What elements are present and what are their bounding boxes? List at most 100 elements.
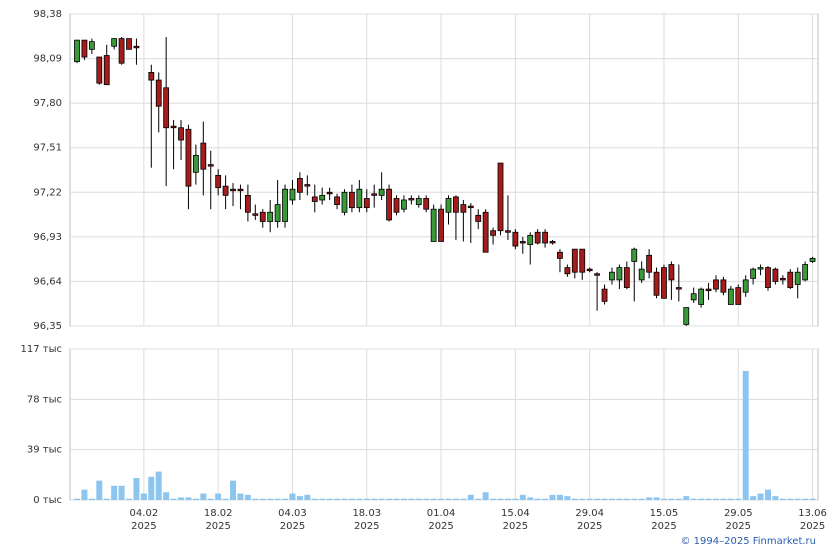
y-tick-label: 97,80 bbox=[33, 98, 62, 109]
volume-tick-label: 0 тыс bbox=[33, 495, 62, 506]
volume-bar bbox=[460, 498, 467, 500]
candle-body bbox=[557, 251, 563, 259]
candle-body bbox=[74, 39, 80, 63]
volume-bar bbox=[423, 498, 430, 500]
candle-body bbox=[126, 38, 132, 50]
price-frame bbox=[69, 13, 819, 327]
candle-body bbox=[148, 72, 155, 81]
volume-bar bbox=[608, 498, 615, 500]
candle-body bbox=[809, 257, 816, 262]
volume-bar bbox=[155, 471, 162, 500]
candle-body bbox=[111, 38, 118, 47]
volume-bar bbox=[504, 498, 511, 500]
volume-bar bbox=[623, 498, 630, 500]
volume-bar bbox=[386, 498, 393, 500]
volume-bar bbox=[779, 498, 786, 500]
volume-bar bbox=[571, 498, 578, 500]
candle-body bbox=[772, 268, 779, 282]
candle-body bbox=[215, 174, 222, 189]
y-tick-label: 97,51 bbox=[33, 143, 62, 154]
x-tick-label: 13.06 bbox=[798, 508, 827, 519]
x-tick-label: 2025 bbox=[651, 521, 676, 532]
candle-body bbox=[802, 264, 809, 281]
volume-bar bbox=[646, 497, 653, 500]
candle-body bbox=[259, 211, 266, 222]
candle-body bbox=[118, 38, 125, 64]
candle-body bbox=[401, 199, 407, 210]
x-tick-label: 15.04 bbox=[501, 508, 530, 519]
candle-body bbox=[750, 268, 757, 279]
candle-body bbox=[267, 211, 274, 222]
candle-body bbox=[512, 231, 519, 247]
x-tick-label: 2025 bbox=[205, 521, 230, 532]
volume-bar bbox=[601, 498, 608, 500]
candle-body bbox=[430, 208, 437, 242]
volume-bar bbox=[616, 498, 623, 500]
candle-body bbox=[579, 248, 586, 273]
x-tick-label: 2025 bbox=[503, 521, 528, 532]
volume-bar bbox=[527, 497, 534, 500]
volume-bar bbox=[296, 496, 303, 500]
volume-bar bbox=[74, 498, 80, 500]
volume-bar bbox=[787, 498, 794, 500]
volume-bar bbox=[341, 498, 348, 500]
volume-bar bbox=[81, 489, 88, 500]
volume-bar bbox=[348, 498, 355, 500]
volume-bar bbox=[542, 498, 549, 500]
x-tick-label: 2025 bbox=[354, 521, 379, 532]
volume-bar bbox=[490, 498, 497, 500]
candle-body bbox=[601, 288, 608, 302]
volume-bar bbox=[363, 498, 370, 500]
volume-frame bbox=[69, 348, 819, 501]
candle-body bbox=[527, 234, 534, 245]
volume-bar bbox=[445, 498, 452, 500]
volume-bar bbox=[742, 370, 749, 500]
candle-body bbox=[698, 288, 705, 305]
candle-body bbox=[408, 198, 415, 201]
candle-body bbox=[653, 271, 660, 296]
volume-bar bbox=[705, 498, 712, 500]
candle-body bbox=[720, 279, 727, 293]
x-tick-label: 2025 bbox=[280, 521, 305, 532]
candle-body bbox=[319, 194, 326, 201]
volume-bar bbox=[252, 498, 259, 500]
candle-body bbox=[490, 230, 496, 236]
volume-bar bbox=[200, 493, 207, 500]
volume-bar bbox=[267, 498, 274, 500]
candle-body bbox=[467, 205, 474, 209]
candle-body bbox=[519, 241, 526, 244]
candle-body bbox=[170, 125, 177, 129]
candle-body bbox=[192, 154, 199, 173]
volume-bar bbox=[259, 498, 266, 500]
candle-body bbox=[631, 248, 638, 262]
volume-bar bbox=[222, 498, 229, 500]
x-tick-label: 18.02 bbox=[204, 508, 233, 519]
candle-body bbox=[638, 268, 645, 281]
x-tick-label: 04.03 bbox=[278, 508, 307, 519]
volume-bar bbox=[735, 498, 742, 500]
candle-body bbox=[88, 41, 95, 50]
candle-body bbox=[326, 191, 333, 195]
volume-bar bbox=[215, 493, 222, 500]
volume-bar bbox=[111, 485, 118, 500]
candle-body bbox=[661, 267, 667, 299]
candle-body bbox=[542, 231, 548, 244]
x-tick-label: 29.04 bbox=[575, 508, 604, 519]
candle-body bbox=[690, 293, 697, 301]
candle-body bbox=[505, 230, 511, 233]
candle-body bbox=[252, 213, 259, 216]
volume-bar bbox=[712, 498, 719, 500]
candle-body bbox=[609, 271, 615, 281]
volume-bar bbox=[809, 498, 816, 500]
volume-bar bbox=[415, 498, 422, 500]
volume-bar bbox=[118, 485, 125, 500]
candle-body bbox=[586, 268, 593, 272]
volume-bar bbox=[96, 480, 103, 500]
volume-bar bbox=[586, 498, 593, 500]
volume-bar bbox=[430, 498, 437, 500]
candle-body bbox=[742, 279, 749, 293]
x-tick-label: 29.05 bbox=[724, 508, 753, 519]
volume-bar bbox=[237, 493, 244, 500]
volume-bar bbox=[326, 498, 333, 500]
candle-body bbox=[200, 142, 207, 170]
